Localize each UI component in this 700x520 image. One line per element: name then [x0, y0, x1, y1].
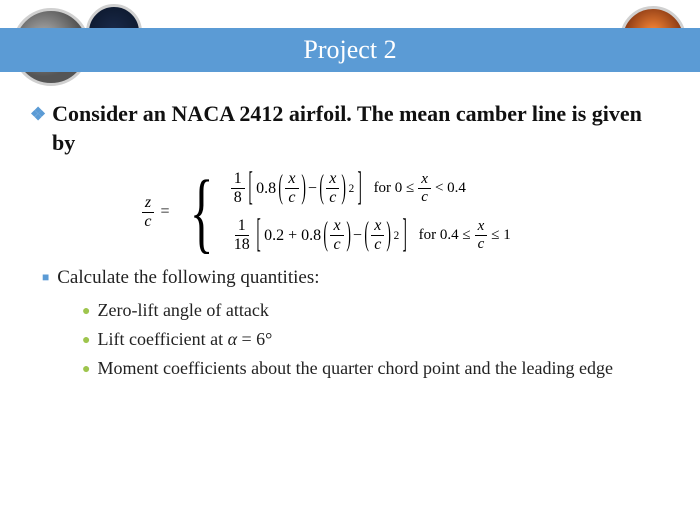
list-item: ●Lift coefficient at α = 6°: [82, 326, 670, 352]
diamond-bullet-icon: ❖: [30, 104, 46, 124]
eq-equals: =: [161, 203, 170, 221]
slide-title: Project 2: [303, 35, 396, 65]
equation-block: z c = { 1 8 [ 0.8 ( x: [30, 171, 670, 253]
equation-case-1: 1 8 [ 0.8 ( x c ) − (: [231, 171, 559, 206]
square-bullet-icon: ■: [42, 270, 49, 284]
sub-heading-text: Calculate the following quantities:: [57, 267, 319, 288]
slide-body: ❖ Consider an NACA 2412 airfoil. The mean…: [30, 100, 670, 384]
equation-cases: 1 8 [ 0.8 ( x c ) − (: [231, 171, 559, 253]
list-item: ●Zero-lift angle of attack: [82, 297, 670, 323]
dot-bullet-icon: ●: [82, 304, 90, 319]
quantity-list: ●Zero-lift angle of attack ●Lift coeffic…: [30, 297, 670, 381]
dot-bullet-icon: ●: [82, 362, 90, 377]
sub-heading: ■ Calculate the following quantities:: [30, 267, 670, 289]
main-heading-text: Consider an NACA 2412 airfoil. The mean …: [52, 101, 642, 155]
dot-bullet-icon: ●: [82, 333, 90, 348]
list-item: ●Moment coefficients about the quarter c…: [82, 355, 670, 381]
equation-case-2: 1 18 [ 0.2 + 0.8 ( x c ) − (: [231, 218, 559, 253]
eq-lhs-frac: z c: [141, 195, 154, 230]
case1-condition: for 0 ≤ x c < 0.4: [374, 172, 514, 205]
case2-condition: for 0.4 ≤ x c ≤ 1: [419, 219, 559, 252]
title-bar: Project 2: [0, 28, 700, 72]
brace-icon: {: [189, 172, 213, 253]
main-heading: ❖ Consider an NACA 2412 airfoil. The mean…: [30, 100, 670, 157]
